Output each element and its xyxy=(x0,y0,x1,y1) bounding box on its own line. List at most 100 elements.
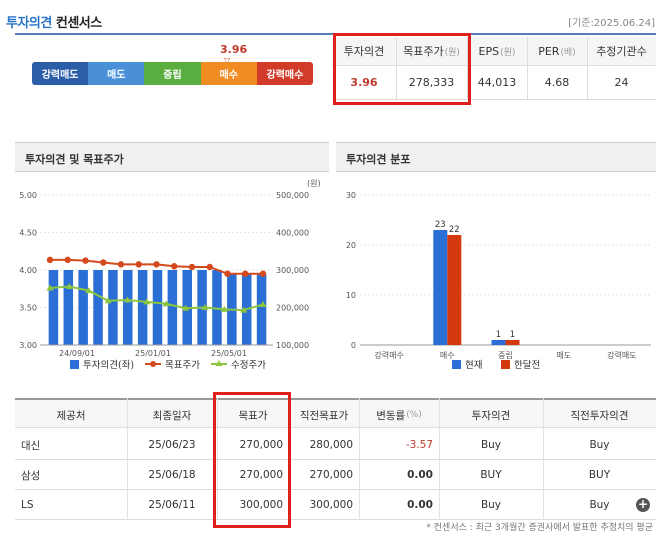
table-col-divider xyxy=(439,398,440,520)
adjusted-price-point xyxy=(162,300,170,307)
cell-change: 0.00 xyxy=(407,469,433,481)
x-tick-label: 중립 xyxy=(498,351,513,360)
scale-sell: 매도 xyxy=(88,62,145,85)
summary-divider xyxy=(587,37,588,99)
summary-divider xyxy=(396,37,397,99)
title-part-1: 투자의견 xyxy=(6,16,52,31)
summary-header-eps: EPS (원) xyxy=(467,37,527,66)
opinion-bar xyxy=(256,273,267,345)
cell-opinion: Buy xyxy=(480,499,502,511)
summary-header-opinion: 투자의견 xyxy=(332,37,396,66)
cell-opinion: Buy xyxy=(480,439,502,451)
y-right-unit-label: (원) xyxy=(307,179,321,188)
adjusted-price-point xyxy=(240,306,248,313)
cell-prev-target: 270,000 xyxy=(309,469,353,481)
opinion-bar xyxy=(78,270,88,345)
summary-header-count: 추정기관수 xyxy=(587,37,656,66)
chart-left-title: 투자의견 및 목표주가 xyxy=(15,142,329,172)
table-col-divider xyxy=(217,398,218,520)
y-left-tick-label: 3.50 xyxy=(19,304,37,313)
target-price-point xyxy=(82,257,89,264)
target-price-point xyxy=(135,261,142,268)
summary-eps-value: 44,013 xyxy=(477,76,517,89)
cell-provider: 삼성 xyxy=(21,469,41,482)
summary-header-target: 목표주가 (원) xyxy=(396,37,467,66)
y-right-tick-label: 300,000 xyxy=(276,266,309,275)
legend-label-current: 현재 xyxy=(465,360,482,371)
y-right-tick-label: 500,000 xyxy=(276,191,309,200)
opinion-bar xyxy=(108,270,118,345)
more-plus-icon[interactable]: + xyxy=(636,497,650,512)
table-header-row: 제공처 최종일자 목표가 직전목표가 변동률 (%) 투자의견 직전투자의견 xyxy=(15,398,656,428)
opinion-bar xyxy=(212,270,222,345)
cell-prev-opinion: Buy xyxy=(589,499,610,511)
scale-strong-buy: 강력매수 xyxy=(256,62,314,85)
cell-target: 270,000 xyxy=(239,469,283,481)
cell-prev-target: 280,000 xyxy=(309,439,353,451)
opinion-target-chart: 3.00 3.50 4.00 4.50 5.00 100,000 200,000 300,00… xyxy=(19,179,321,371)
base-date: [기준:2025.06.24] xyxy=(568,18,655,29)
bar-value-label: 23 xyxy=(435,220,446,230)
target-price-point xyxy=(259,270,267,277)
x-tick-label: 매수 xyxy=(440,351,455,360)
th-opinion: 투자의견 xyxy=(471,409,511,422)
adjusted-price-point xyxy=(201,304,209,310)
table-col-divider xyxy=(127,398,128,520)
cell-provider: 대신 xyxy=(21,439,41,452)
adjusted-price-point xyxy=(220,305,228,312)
highlight-box-summary xyxy=(333,33,471,105)
y-right-tick-label: 200,000 xyxy=(276,304,309,313)
opinion-bar xyxy=(63,270,74,345)
y-right-tick-label: 400,000 xyxy=(276,229,309,238)
x-tick-label: 강력매수 xyxy=(374,350,403,360)
y-tick-label: 0 xyxy=(351,341,356,350)
target-price-point xyxy=(46,256,54,264)
target-price-point xyxy=(171,263,178,270)
target-price-point xyxy=(242,270,249,277)
distribution-bar xyxy=(505,340,520,345)
cell-prev-opinion: Buy xyxy=(589,439,610,451)
opinion-bar xyxy=(167,270,178,345)
opinion-bar xyxy=(152,270,163,345)
target-price-point xyxy=(206,263,213,271)
cell-date: 25/06/11 xyxy=(148,499,196,511)
scale-buy: 매수 xyxy=(200,62,257,85)
summary-bottom-line xyxy=(332,99,656,100)
legend-current-swatch xyxy=(452,360,461,369)
adjusted-price-point xyxy=(182,304,190,311)
y-tick-label: 30 xyxy=(346,191,356,200)
legend-point-swatch xyxy=(215,360,223,366)
summary-divider xyxy=(527,37,528,99)
y-right-tick-label: 100,000 xyxy=(276,341,309,350)
cell-prev-opinion: BUY xyxy=(588,469,611,481)
target-price-point xyxy=(64,256,71,264)
adjusted-price-point xyxy=(85,287,93,294)
adjusted-price-point xyxy=(104,297,112,304)
footnote: * 컨센서스 : 최근 3개월간 증권사에서 발표한 추정치의 평균 xyxy=(426,523,653,533)
legend-label-opinion: 투자의견(좌) xyxy=(83,359,134,371)
adjusted-price-line xyxy=(49,285,264,312)
th-prev-target: 직전목표가 xyxy=(299,409,349,422)
adjusted-price-point xyxy=(123,296,131,303)
th-change: 변동률 (%) xyxy=(376,409,422,422)
adjusted-price-point xyxy=(259,301,267,307)
scale-neutral: 중립 xyxy=(144,62,201,85)
highlight-box-target-column xyxy=(213,392,291,528)
th-prev-opinion: 직전투자의견 xyxy=(570,409,629,422)
y-left-tick-label: 3.00 xyxy=(19,341,37,350)
legend-month-ago-swatch xyxy=(501,360,510,369)
page-title: 투자의견 컨센서스 xyxy=(6,12,102,31)
y-tick-label: 10 xyxy=(346,291,356,300)
legend-label-month-ago: 한달전 xyxy=(514,359,540,371)
target-price-point xyxy=(100,259,107,266)
bar-value-label: 1 xyxy=(496,330,501,340)
adjusted-price-point xyxy=(46,284,54,291)
table-row: 삼성 25/06/18 270,000 270,000 0.00 BUY BUY xyxy=(15,460,656,490)
distribution-bar xyxy=(433,230,448,345)
adjusted-price-point xyxy=(143,298,151,305)
table-row: 대신 25/06/23 270,000 280,000 -3.57 Buy Bu… xyxy=(15,430,656,460)
score-value: 3.96 xyxy=(220,43,248,56)
legend-label-adjusted: 수정주가 xyxy=(231,360,266,371)
cell-date: 25/06/18 xyxy=(148,469,196,481)
summary-target-value: 278,333 xyxy=(408,76,455,89)
